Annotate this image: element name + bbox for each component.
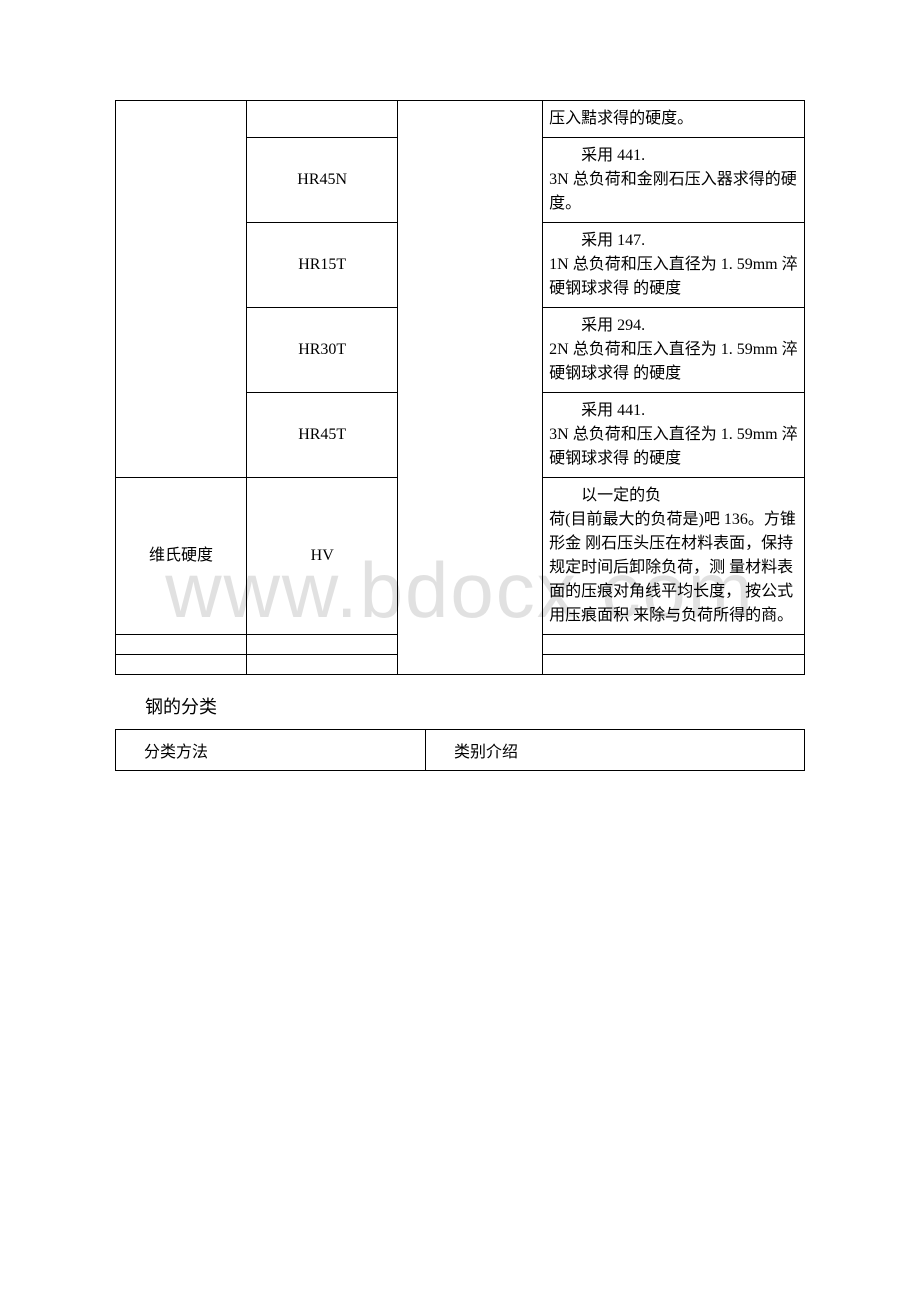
desc-first: 采用 294.: [549, 314, 798, 338]
desc-first: 采用 441.: [549, 144, 798, 168]
cell-empty: [246, 655, 398, 675]
cell-code: HR15T: [246, 223, 398, 308]
cell-code: HR45T: [246, 393, 398, 478]
cell-desc: 采用 441. 3N 总负荷和金刚石压入器求得的硬度。: [543, 138, 805, 223]
cell-code: HV: [246, 478, 398, 635]
cell-code: HR45N: [246, 138, 398, 223]
cell-desc: 采用 294. 2N 总负荷和压入直径为 1. 59mm 淬硬钢球求得 的硬度: [543, 308, 805, 393]
desc-first: 采用 147.: [549, 229, 798, 253]
desc-first: 以一定的负: [549, 484, 798, 508]
desc-rest: 3N 总负荷和金刚石压入器求得的硬度。: [549, 171, 797, 212]
section-title: 钢的分类: [145, 693, 805, 719]
desc-rest: 2N 总负荷和压入直径为 1. 59mm 淬硬钢球求得 的硬度: [549, 341, 797, 382]
hardness-table: 压入黠求得的硬度。 HR45N 采用 441. 3N 总负荷和金刚石压入器求得的硬…: [115, 100, 805, 675]
cell-empty: [543, 655, 805, 675]
desc-rest: 3N 总负荷和压入直径为 1. 59mm 淬硬钢球求得 的硬度: [549, 426, 797, 467]
cell-desc: 压入黠求得的硬度。: [543, 101, 805, 138]
desc-rest: 1N 总负荷和压入直径为 1. 59mm 淬硬钢球求得 的硬度: [549, 256, 797, 297]
cell-empty: [116, 655, 247, 675]
cell-empty: [116, 635, 247, 655]
table-row: 压入黠求得的硬度。: [116, 101, 805, 138]
steel-classification-table: 分类方法 类别介绍: [115, 729, 805, 771]
cell-empty: [246, 635, 398, 655]
header-cell: 类别介绍: [426, 730, 805, 771]
cell-code: HR30T: [246, 308, 398, 393]
cell-desc: 以一定的负荷(目前最大的负荷是)吧 136。方锥形金 刚石压头压在材料表面，保持…: [543, 478, 805, 635]
desc-rest: 荷(目前最大的负荷是)吧 136。方锥形金 刚石压头压在材料表面，保持规定时间后…: [549, 511, 796, 624]
cell-desc: 采用 147. 1N 总负荷和压入直径为 1. 59mm 淬硬钢球求得 的硬度: [543, 223, 805, 308]
cell-empty: [116, 101, 247, 478]
cell-code: [246, 101, 398, 138]
desc-first: 采用 441.: [549, 399, 798, 423]
cell-desc: 采用 441. 3N 总负荷和压入直径为 1. 59mm 淬硬钢球求得 的硬度: [543, 393, 805, 478]
cell-empty: [398, 101, 543, 675]
cell-name: 维氏硬度: [116, 478, 247, 635]
page-content: 压入黠求得的硬度。 HR45N 采用 441. 3N 总负荷和金刚石压入器求得的硬…: [115, 100, 805, 771]
cell-empty: [543, 635, 805, 655]
table-row: 分类方法 类别介绍: [116, 730, 805, 771]
header-cell: 分类方法: [116, 730, 426, 771]
